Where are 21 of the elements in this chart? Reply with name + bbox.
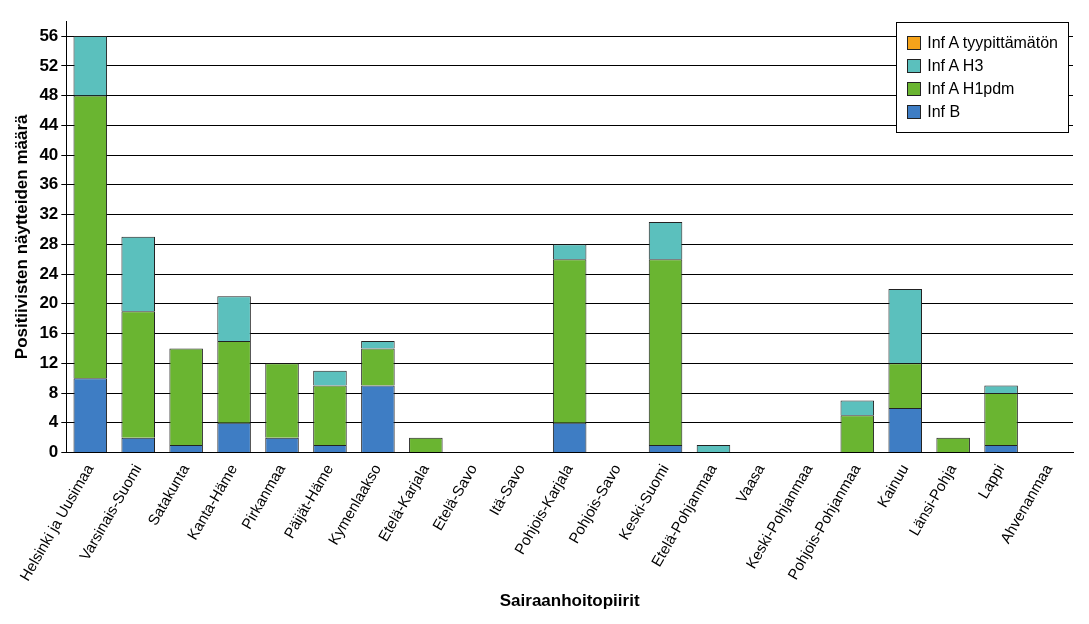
legend-label: Inf A tyypittämätön (927, 34, 1058, 52)
y-tick-label: 36 (39, 174, 59, 194)
y-tick-label: 32 (39, 204, 59, 224)
y-tick-label: 4 (48, 412, 59, 432)
y-tick-label: 56 (39, 25, 59, 45)
y-tick-label: 0 (48, 442, 59, 462)
y-tick-label: 48 (39, 85, 59, 105)
y-tick-label: 24 (39, 263, 59, 283)
legend-label: Inf A H1pdm (927, 80, 1015, 98)
legend-label: Inf A H3 (927, 57, 984, 75)
y-tick-label: 8 (48, 382, 59, 402)
x-axis-title: Sairaanhoitopiirit (499, 591, 640, 611)
y-tick-label: 20 (39, 293, 59, 313)
y-tick-label: 28 (39, 233, 59, 253)
y-tick-label: 44 (39, 115, 59, 134)
legend-label: Inf B (927, 103, 961, 121)
y-axis-title: Positiivisten näytteiden määrä (11, 113, 31, 360)
y-tick-label: 40 (39, 144, 59, 164)
y-tick-label: 16 (39, 323, 59, 343)
y-tick-label: 52 (39, 55, 59, 75)
y-tick-label: 12 (39, 352, 59, 372)
